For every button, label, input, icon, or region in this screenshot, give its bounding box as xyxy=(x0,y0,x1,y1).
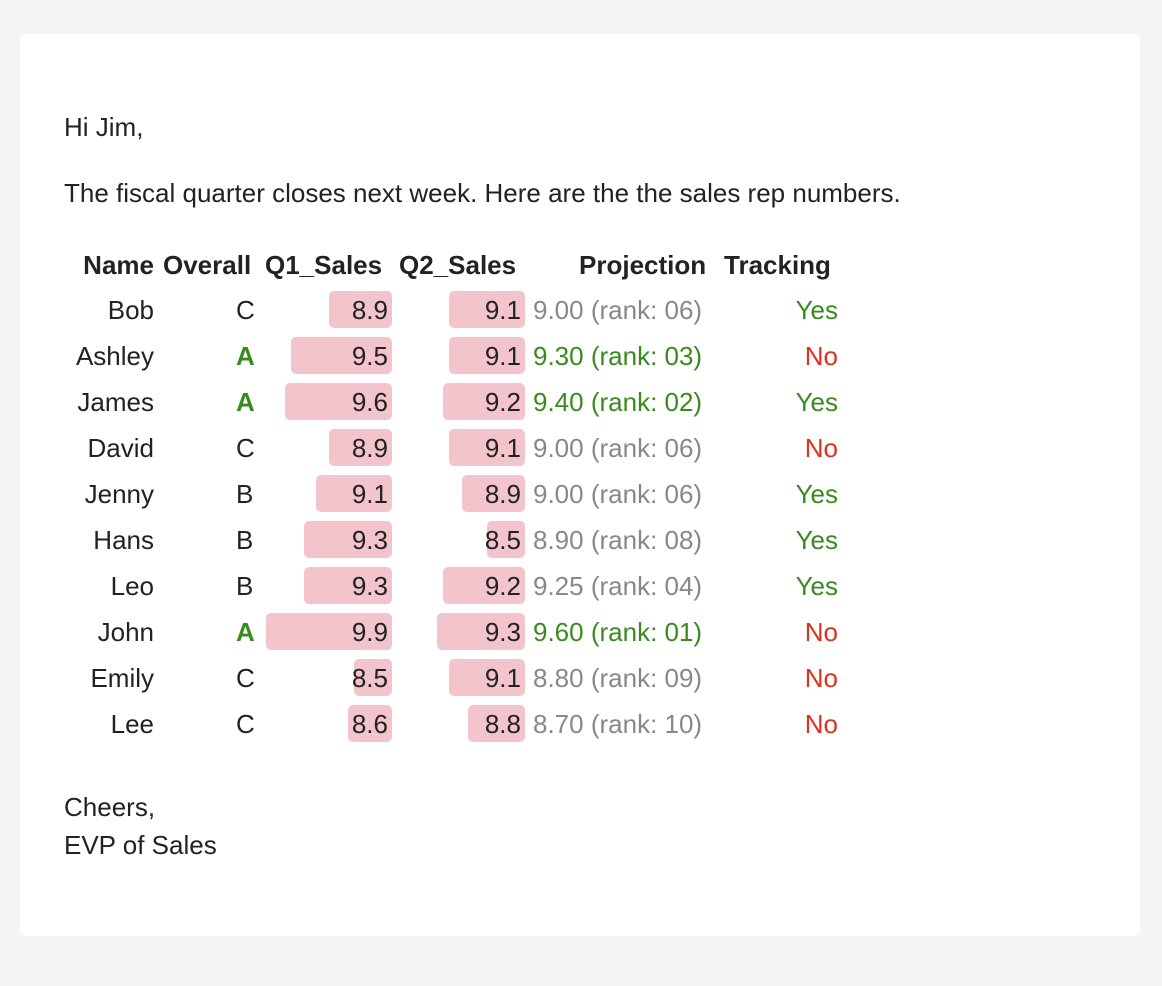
q2-sales-value: 9.1 xyxy=(484,663,521,693)
overall-grade: C xyxy=(236,433,255,463)
header-q1-sales: Q1_Sales xyxy=(265,250,383,280)
tracking-status: No xyxy=(804,341,838,371)
email-signature: EVP of Sales xyxy=(64,830,217,860)
tracking-status: Yes xyxy=(795,571,838,601)
overall-grade: A xyxy=(236,617,255,647)
tracking-status: Yes xyxy=(795,525,838,555)
rep-name: John xyxy=(97,617,154,647)
projection-value: 9.00 (rank: 06) xyxy=(533,295,703,325)
tracking-status: No xyxy=(804,709,838,739)
projection-value: 9.00 (rank: 06) xyxy=(533,479,703,509)
q2-sales-bar xyxy=(449,429,525,466)
q2-sales-bar xyxy=(443,567,525,604)
q1-sales-value: 9.9 xyxy=(351,617,388,647)
projection-value: 8.90 (rank: 08) xyxy=(533,525,703,555)
q2-sales-bar xyxy=(468,705,525,742)
q2-sales-value: 9.1 xyxy=(484,433,521,463)
email-card: Hi Jim, The fiscal quarter closes next w… xyxy=(20,34,1140,936)
q1-sales-value: 9.3 xyxy=(351,525,388,555)
rep-name: Lee xyxy=(110,709,154,739)
projection-value: 9.60 (rank: 01) xyxy=(533,617,703,647)
header-name: Name xyxy=(83,250,154,280)
q2-sales-value: 9.1 xyxy=(484,341,521,371)
q2-sales-bar xyxy=(462,475,525,512)
q2-sales-value: 8.9 xyxy=(484,479,521,509)
tracking-status: Yes xyxy=(795,295,838,325)
projection-value: 9.30 (rank: 03) xyxy=(533,341,703,371)
q2-sales-bar xyxy=(443,383,525,420)
rep-name: Hans xyxy=(93,525,154,555)
email-intro: The fiscal quarter closes next week. Her… xyxy=(64,178,901,208)
tracking-status: No xyxy=(804,617,838,647)
projection-value: 9.00 (rank: 06) xyxy=(533,433,703,463)
projection-value: 9.25 (rank: 04) xyxy=(533,571,703,601)
q1-sales-value: 8.5 xyxy=(351,663,388,693)
q2-sales-bar xyxy=(449,659,525,696)
q1-sales-value: 8.9 xyxy=(351,433,388,463)
q1-sales-bar xyxy=(303,521,392,558)
header-q2-sales: Q2_Sales xyxy=(399,250,517,280)
q1-sales-value: 9.6 xyxy=(351,387,388,417)
projection-value: 8.70 (rank: 10) xyxy=(533,709,703,739)
q1-sales-bar xyxy=(329,291,392,328)
projection-value: 8.80 (rank: 09) xyxy=(533,663,703,693)
rep-name: James xyxy=(77,387,154,417)
q1-sales-bar xyxy=(303,567,392,604)
overall-grade: B xyxy=(236,479,254,509)
q2-sales-value: 8.5 xyxy=(484,525,521,555)
overall-grade: B xyxy=(236,525,254,555)
q2-sales-bar xyxy=(436,613,525,650)
q2-sales-bar xyxy=(487,521,525,558)
q1-sales-bar xyxy=(291,337,392,374)
q2-sales-value: 8.8 xyxy=(484,709,521,739)
q1-sales-bar xyxy=(354,659,392,696)
q2-sales-value: 9.1 xyxy=(484,295,521,325)
overall-grade: A xyxy=(236,387,255,417)
overall-grade: B xyxy=(236,571,254,601)
email-greeting: Hi Jim, xyxy=(64,112,144,142)
q1-sales-value: 9.3 xyxy=(351,571,388,601)
overall-grade: C xyxy=(236,663,255,693)
rep-name: Jenny xyxy=(84,479,154,509)
q1-sales-value: 8.6 xyxy=(351,709,388,739)
q2-sales-value: 9.3 xyxy=(484,617,521,647)
q1-sales-value: 9.1 xyxy=(351,479,388,509)
header-projection: Projection xyxy=(579,250,707,280)
tracking-status: Yes xyxy=(795,479,838,509)
q1-sales-bar xyxy=(329,429,392,466)
header-tracking: Tracking xyxy=(724,250,831,280)
q1-sales-bar xyxy=(284,383,392,420)
q2-sales-bar xyxy=(449,291,525,328)
q1-sales-bar xyxy=(266,613,392,650)
q1-sales-bar xyxy=(347,705,392,742)
rep-name: Emily xyxy=(90,663,154,693)
tracking-status: No xyxy=(804,433,838,463)
rep-name: David xyxy=(87,433,154,463)
q2-sales-value: 9.2 xyxy=(484,387,521,417)
rep-name: Bob xyxy=(107,295,154,325)
overall-grade: C xyxy=(236,709,255,739)
overall-grade: A xyxy=(236,341,255,371)
q2-sales-bar xyxy=(449,337,525,374)
q1-sales-value: 9.5 xyxy=(351,341,388,371)
tracking-status: No xyxy=(804,663,838,693)
q1-sales-bar xyxy=(316,475,392,512)
email-closing: Cheers, xyxy=(64,792,156,822)
q2-sales-value: 9.2 xyxy=(484,571,521,601)
rep-name: Ashley xyxy=(75,341,154,371)
header-overall: Overall xyxy=(163,250,252,280)
tracking-status: Yes xyxy=(795,387,838,417)
rep-name: Leo xyxy=(110,571,154,601)
projection-value: 9.40 (rank: 02) xyxy=(533,387,703,417)
overall-grade: C xyxy=(236,295,255,325)
q1-sales-value: 8.9 xyxy=(351,295,388,325)
